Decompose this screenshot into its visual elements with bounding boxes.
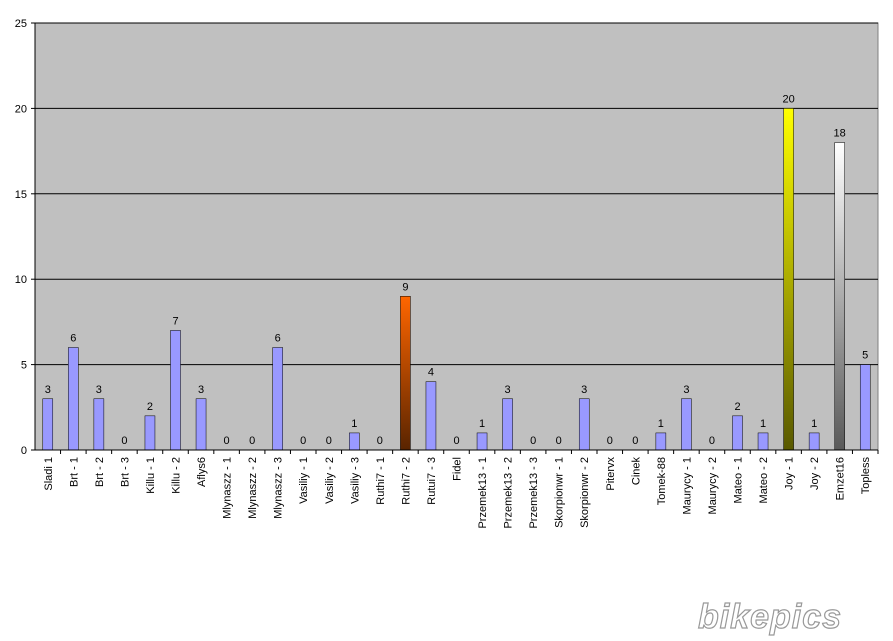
bar — [42, 398, 54, 451]
x-tick-label: Mlynaszz - 3 — [273, 457, 285, 519]
x-tick-label: Fidel — [452, 457, 464, 481]
y-tick-label: 15 — [15, 189, 27, 201]
value-label: 3 — [198, 384, 204, 396]
x-tick-label: Mateo - 1 — [733, 457, 745, 503]
x-tick-label: Killu - 1 — [145, 457, 157, 494]
bar — [578, 398, 590, 451]
x-tick-label: Skorpionwr - 1 — [554, 457, 566, 528]
x-tick-label: Mlynaszz - 1 — [222, 457, 234, 519]
x-tick-label: Mlynaszz - 2 — [247, 457, 259, 519]
value-label: 3 — [581, 384, 587, 396]
x-tick-label: Mateo - 2 — [758, 457, 770, 503]
x-tick-label: Przemek13 - 3 — [528, 457, 540, 529]
bar — [655, 432, 667, 451]
value-label: 0 — [607, 435, 613, 447]
x-tick-label: Joy - 2 — [809, 457, 821, 490]
bar — [93, 398, 105, 451]
bar — [834, 142, 845, 451]
y-tick-label: 25 — [15, 18, 27, 30]
value-label: 20 — [782, 93, 794, 105]
value-label: 5 — [862, 350, 868, 362]
x-tick-label: Aflys6 — [196, 457, 208, 487]
value-label: 2 — [147, 401, 153, 413]
value-label: 7 — [172, 315, 178, 327]
bar — [425, 381, 437, 451]
y-tick-label: 5 — [21, 360, 27, 372]
x-tick-label: Cinek — [630, 457, 642, 486]
x-tick-label: Tomek-88 — [656, 457, 668, 505]
bar — [757, 432, 769, 451]
value-label: 0 — [632, 435, 638, 447]
x-tick-label: Maurycy - 1 — [681, 457, 693, 514]
value-label: 0 — [530, 435, 536, 447]
x-tick-label: Ruthi7 - 2 — [400, 457, 412, 505]
x-tick-label: Maurycy - 2 — [707, 457, 719, 514]
bar — [272, 347, 283, 451]
y-tick-label: 20 — [15, 103, 27, 115]
bar — [400, 296, 411, 451]
value-label: 1 — [658, 418, 664, 430]
value-label: 0 — [556, 435, 562, 447]
plot-area — [34, 22, 879, 451]
bar — [195, 398, 207, 451]
bar — [68, 347, 79, 451]
value-label: 3 — [45, 384, 51, 396]
x-tick-label: Przemek13 - 2 — [503, 457, 515, 529]
x-tick-label: Killu - 2 — [171, 457, 183, 494]
value-label: 18 — [834, 128, 846, 140]
value-label: 0 — [326, 435, 332, 447]
bar — [476, 432, 488, 451]
value-label: 0 — [300, 435, 306, 447]
bar — [349, 432, 360, 451]
value-label: 1 — [479, 418, 485, 430]
x-tick-label: Joy - 1 — [784, 457, 796, 490]
value-label: 0 — [453, 435, 459, 447]
x-tick-label: Ruthi7 - 1 — [375, 457, 387, 505]
value-label: 2 — [734, 401, 740, 413]
value-label: 1 — [351, 418, 357, 430]
value-label: 0 — [249, 435, 255, 447]
x-tick-label: Vasiliy - 3 — [349, 457, 361, 504]
value-label: 0 — [377, 435, 383, 447]
x-tick-label: Brt - 1 — [68, 457, 80, 487]
x-tick-label: Topless — [860, 457, 872, 495]
x-tick-label: Pitervx — [605, 457, 617, 491]
x-tick-label: Skorpionwr - 2 — [579, 457, 591, 528]
value-label: 0 — [224, 435, 230, 447]
bar — [681, 398, 692, 451]
x-tick-label: Emzet16 — [835, 457, 847, 500]
x-tick-label: Vasiliy - 2 — [324, 457, 336, 504]
value-label: 0 — [121, 435, 127, 447]
bar — [170, 330, 181, 451]
value-label: 3 — [505, 384, 511, 396]
x-tick-label: Rutui7 - 3 — [426, 457, 438, 505]
y-tick-label: 0 — [21, 445, 27, 457]
value-label: 3 — [96, 384, 102, 396]
x-tick-label: Brt - 3 — [119, 457, 131, 487]
bar — [859, 364, 871, 451]
value-label: 4 — [428, 367, 434, 379]
watermark: bikepics — [698, 598, 842, 636]
bar — [783, 108, 794, 451]
bar — [144, 415, 156, 451]
bar — [502, 398, 513, 451]
y-tick-label: 10 — [15, 274, 27, 286]
x-tick-label: Brt - 2 — [94, 457, 106, 487]
x-tick-label: Sladi 1 — [43, 457, 55, 491]
value-label: 0 — [709, 435, 715, 447]
bar — [808, 432, 820, 451]
x-tick-label: Vasiliy - 1 — [298, 457, 310, 504]
value-label: 6 — [70, 333, 76, 345]
value-label: 9 — [402, 281, 408, 293]
value-label: 1 — [760, 418, 766, 430]
x-tick-label: Przemek13 - 1 — [477, 457, 489, 529]
value-label: 3 — [683, 384, 689, 396]
value-label: 1 — [811, 418, 817, 430]
bar — [732, 415, 743, 451]
value-label: 6 — [275, 333, 281, 345]
